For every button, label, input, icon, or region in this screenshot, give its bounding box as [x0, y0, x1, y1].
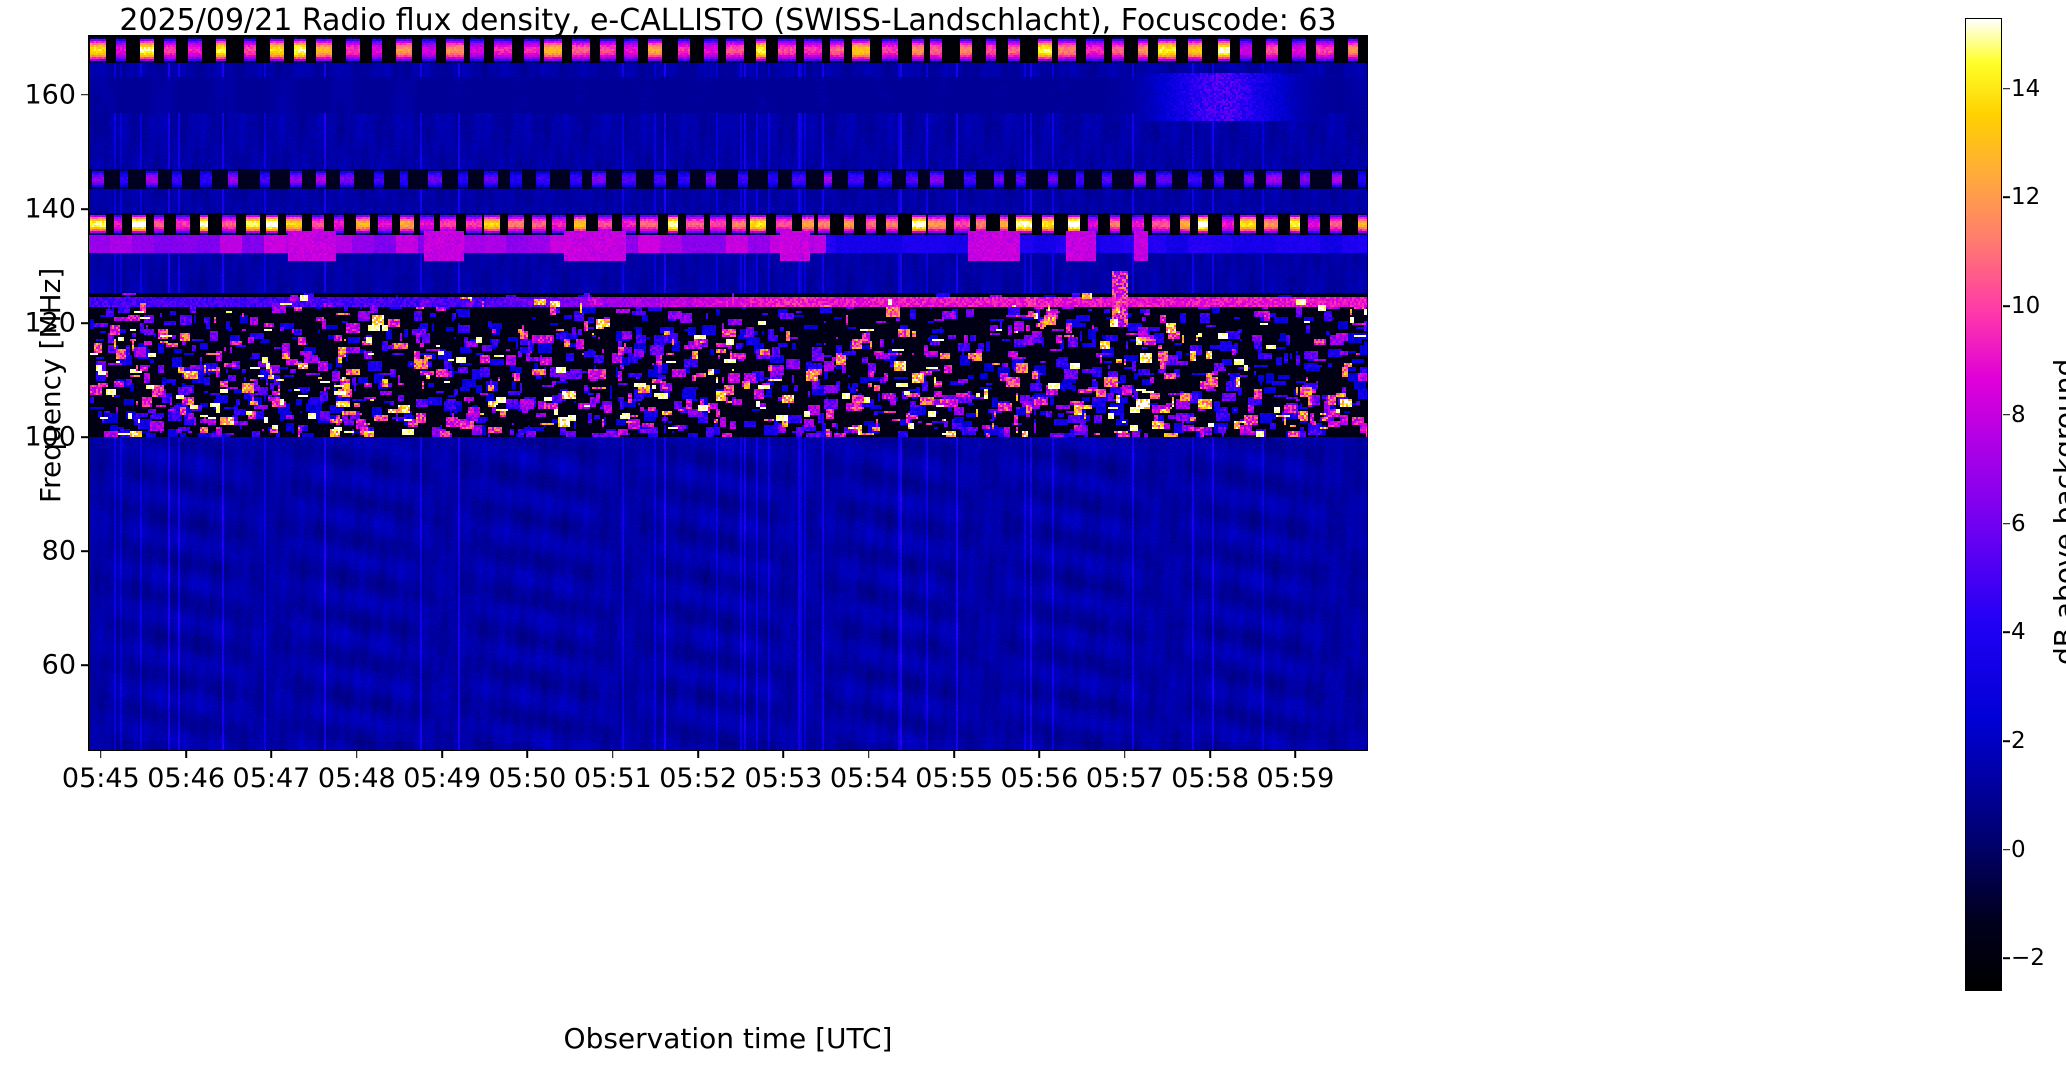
- y-tick-mark: [81, 664, 88, 667]
- colorbar-tick-label: 14: [2011, 75, 2041, 102]
- spectrogram-canvas: [88, 35, 1368, 751]
- x-tick-mark: [953, 751, 955, 758]
- x-tick-mark: [612, 751, 614, 758]
- colorbar-tick-mark: [2003, 522, 2010, 525]
- y-tick-label: 140: [24, 193, 76, 225]
- colorbar-gradient: [1966, 19, 2001, 990]
- y-tick-mark: [81, 322, 88, 324]
- y-tick-label: 60: [41, 649, 76, 681]
- spectrogram-plot-area: [88, 35, 1368, 751]
- x-tick-label: 05:54: [829, 763, 908, 794]
- colorbar-tick-label: 6: [2011, 510, 2026, 537]
- x-tick-label: 05:57: [1085, 763, 1164, 794]
- x-tick-label: 05:47: [232, 763, 311, 794]
- x-tick-mark: [100, 751, 102, 758]
- x-tick-label: 05:58: [1171, 763, 1250, 794]
- x-tick-mark: [868, 751, 870, 758]
- x-tick-mark: [1209, 751, 1211, 758]
- x-tick-mark: [356, 751, 358, 758]
- colorbar-tick-mark: [2003, 957, 2010, 960]
- colorbar-tick-mark: [2003, 631, 2010, 634]
- x-tick-label: 05:45: [61, 763, 140, 794]
- colorbar: [1965, 18, 2002, 991]
- colorbar-tick-label: 2: [2011, 727, 2026, 754]
- x-tick-mark: [1038, 751, 1041, 758]
- x-tick-mark: [270, 751, 273, 758]
- x-tick-label: 05:49: [403, 763, 482, 794]
- x-tick-label: 05:48: [317, 763, 396, 794]
- x-tick-label: 05:53: [744, 763, 823, 794]
- colorbar-tick-mark: [2003, 196, 2010, 199]
- x-tick-label: 05:50: [488, 763, 567, 794]
- x-tick-label: 05:51: [573, 763, 652, 794]
- x-tick-label: 05:55: [915, 763, 994, 794]
- y-tick-mark: [81, 94, 88, 96]
- colorbar-tick-mark: [2003, 740, 2010, 742]
- colorbar-tick-mark: [2003, 848, 2010, 851]
- colorbar-tick-label: 4: [2011, 619, 2026, 646]
- x-tick-label: 05:56: [1000, 763, 1079, 794]
- x-tick-mark: [526, 751, 529, 758]
- x-tick-label: 05:59: [1256, 763, 1335, 794]
- colorbar-tick-label: 12: [2011, 184, 2041, 211]
- colorbar-tick-label: −2: [2011, 945, 2045, 972]
- x-tick-mark: [697, 751, 699, 758]
- x-tick-label: 05:46: [147, 763, 226, 794]
- colorbar-tick-mark: [2003, 87, 2010, 90]
- y-axis-label: Frequency [MHz]: [34, 267, 67, 503]
- colorbar-tick-label: 0: [2011, 836, 2026, 863]
- y-tick-mark: [81, 436, 88, 438]
- colorbar-tick-label: 8: [2011, 401, 2026, 428]
- y-tick-label: 120: [24, 307, 76, 339]
- x-tick-label: 05:52: [659, 763, 738, 794]
- x-tick-mark: [441, 751, 443, 758]
- x-tick-mark: [782, 751, 785, 758]
- y-tick-label: 100: [24, 421, 76, 453]
- y-tick-mark: [81, 550, 88, 553]
- figure-title: 2025/09/21 Radio flux density, e-CALLIST…: [119, 3, 1337, 38]
- y-tick-label: 80: [41, 535, 76, 567]
- y-tick-label: 160: [24, 79, 76, 111]
- colorbar-label: dB above background: [2048, 358, 2066, 665]
- colorbar-tick-mark: [2003, 305, 2010, 307]
- y-tick-mark: [81, 208, 88, 210]
- colorbar-tick-label: 10: [2011, 293, 2041, 320]
- x-tick-mark: [1124, 751, 1126, 758]
- x-axis-label: Observation time [UTC]: [563, 1022, 893, 1055]
- colorbar-tick-mark: [2003, 414, 2010, 416]
- x-tick-mark: [185, 751, 187, 758]
- x-tick-mark: [1294, 751, 1297, 758]
